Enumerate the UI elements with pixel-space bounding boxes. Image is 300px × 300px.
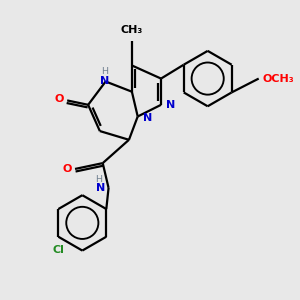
Text: O: O	[62, 164, 71, 174]
Text: O: O	[54, 94, 64, 104]
Text: CH₃: CH₃	[121, 26, 143, 35]
Text: OCH₃: OCH₃	[262, 74, 294, 84]
Text: N: N	[166, 100, 176, 110]
Text: H: H	[95, 176, 102, 184]
Text: H: H	[101, 67, 108, 76]
Text: N: N	[100, 76, 109, 86]
Text: N: N	[96, 183, 105, 193]
Text: Cl: Cl	[52, 245, 64, 255]
Text: N: N	[143, 113, 152, 123]
